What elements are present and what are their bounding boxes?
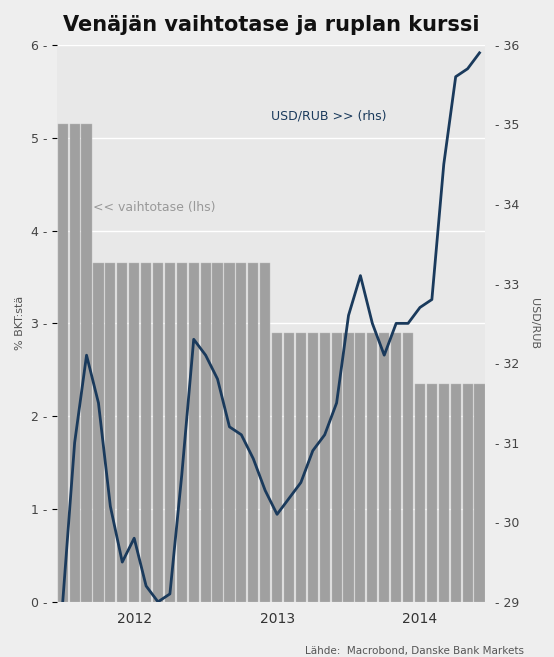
Bar	[427, 384, 437, 602]
Text: Lähde:  Macrobond, Danske Bank Markets: Lähde: Macrobond, Danske Bank Markets	[305, 646, 524, 656]
Bar	[439, 384, 449, 602]
Bar	[403, 332, 413, 602]
Bar	[463, 384, 473, 602]
Bar	[105, 263, 115, 602]
Bar	[320, 332, 330, 602]
Bar	[201, 263, 211, 602]
Bar	[272, 332, 282, 602]
Bar	[213, 263, 223, 602]
Y-axis label: % BKT:stä: % BKT:stä	[15, 296, 25, 350]
Bar	[260, 263, 270, 602]
Bar	[70, 124, 80, 602]
Bar	[450, 384, 461, 602]
Bar	[474, 384, 485, 602]
Bar	[367, 332, 377, 602]
Bar	[141, 263, 151, 602]
Title: Venäjän vaihtotase ja ruplan kurssi: Venäjän vaihtotase ja ruplan kurssi	[63, 15, 479, 35]
Bar	[129, 263, 139, 602]
Bar	[307, 332, 318, 602]
Bar	[343, 332, 353, 602]
Bar	[177, 263, 187, 602]
Bar	[165, 263, 175, 602]
Bar	[81, 124, 91, 602]
Bar	[58, 124, 68, 602]
Bar	[296, 332, 306, 602]
Bar	[189, 263, 199, 602]
Y-axis label: USD/RUB: USD/RUB	[529, 298, 539, 349]
Text: << vaihtotase (lhs): << vaihtotase (lhs)	[93, 201, 215, 214]
Bar	[355, 332, 366, 602]
Bar	[237, 263, 247, 602]
Bar	[331, 332, 342, 602]
Bar	[391, 332, 401, 602]
Text: USD/RUB >> (rhs): USD/RUB >> (rhs)	[271, 110, 387, 123]
Bar	[153, 263, 163, 602]
Bar	[415, 384, 425, 602]
Bar	[284, 332, 294, 602]
Bar	[117, 263, 127, 602]
Bar	[379, 332, 389, 602]
Bar	[248, 263, 258, 602]
Bar	[224, 263, 234, 602]
Bar	[94, 263, 104, 602]
